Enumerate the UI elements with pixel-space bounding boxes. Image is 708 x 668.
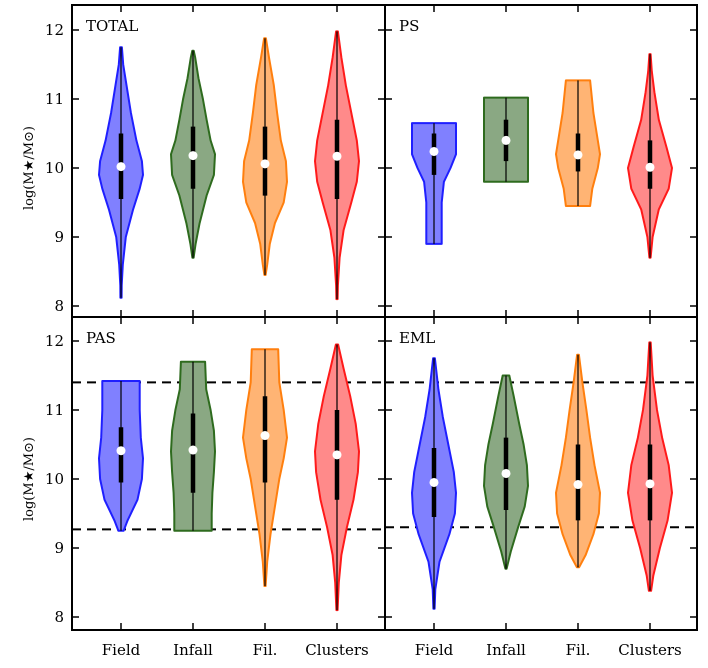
violin-median-field [116,446,126,456]
y-tick-label: 9 [54,539,64,557]
y-tick-label: 8 [54,297,64,315]
y-tick-label: 12 [45,332,64,350]
y-axis-label: log(M★/M⊙) [22,437,37,521]
x-tick-label-field: Field [415,641,454,659]
violin-median-fil [260,159,270,169]
violin-median-fil [573,150,583,160]
violin-median-fil [260,431,270,441]
panel-label: TOTAL [86,17,138,35]
panel-label: PAS [86,329,116,347]
panel-frame [384,316,698,631]
violin-median-fil [573,480,583,490]
panel-label: EML [399,329,435,347]
x-tick-label-field: Field [102,641,141,659]
panel-label: PS [399,17,419,35]
panel-total: 8 9 10 11 12 TOTAL [45,4,386,318]
violin-median-clusters [645,479,655,489]
x-tick-label-fil: Fil. [253,641,278,659]
y-tick-label: 11 [45,90,64,108]
panel-pas: 8 9 10 11 12 PAS [45,316,386,631]
violin-median-field [429,477,439,487]
y-tick-label: 12 [45,21,64,39]
y-axis-labels: log(M★/M⊙) log(M★/M⊙) [22,126,37,521]
violin-median-infall [188,151,198,161]
x-tick-label-infall: Infall [173,641,213,659]
panel-ps: PS [384,4,698,318]
x-tick-label-clusters: Clusters [305,641,368,659]
x-tick-label-infall: Infall [486,641,526,659]
panel-eml: EML [384,316,698,631]
x-tick-label-fil: Fil. [566,641,591,659]
y-tick-label: 8 [54,608,64,626]
y-tick-label: 10 [45,159,64,177]
y-tick-label: 11 [45,401,64,419]
violin-median-clusters [645,162,655,172]
y-tick-label: 10 [45,470,64,488]
violin-median-clusters [332,151,342,161]
violin-median-field [429,146,439,156]
x-tick-label-clusters: Clusters [618,641,681,659]
violin-median-field [116,162,126,172]
x-axis-labels: Field Infall Fil. Clusters Field Infall Fil. Cl… [102,641,682,659]
y-tick-label: 9 [54,228,64,246]
y-axis-label: log(M★/M⊙) [22,126,37,210]
violin-median-clusters [332,450,342,460]
violin-median-infall [188,445,198,455]
violin-median-infall [501,135,511,145]
violin-median-infall [501,468,511,478]
